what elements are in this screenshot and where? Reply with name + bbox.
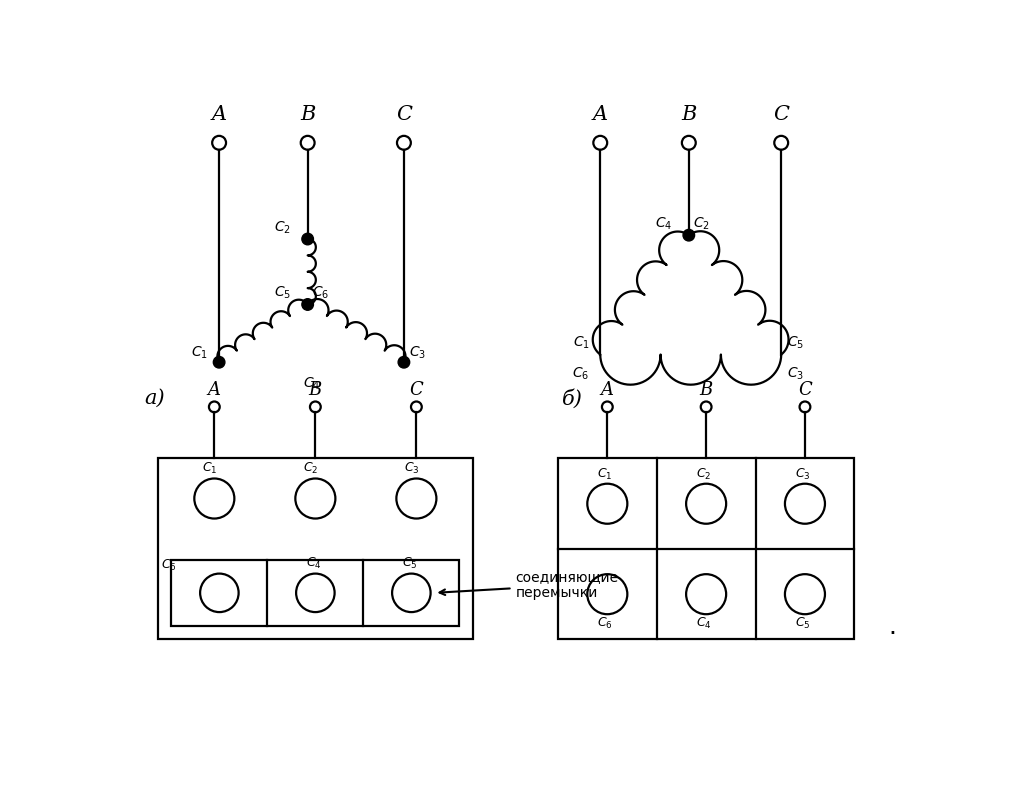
Text: $C_3$: $C_3$: [795, 467, 811, 482]
Text: $C_1$: $C_1$: [203, 461, 218, 476]
Text: C: C: [798, 381, 812, 399]
Text: $C_4$: $C_4$: [654, 215, 672, 232]
Text: B: B: [699, 381, 713, 399]
Text: $C_3$: $C_3$: [410, 345, 426, 360]
Text: C: C: [410, 381, 423, 399]
Text: $C_5$: $C_5$: [795, 615, 811, 631]
Text: .: .: [889, 615, 897, 639]
Text: соединяющие
перемычки: соединяющие перемычки: [439, 570, 618, 600]
Text: B: B: [681, 105, 696, 124]
Text: A: A: [601, 381, 613, 399]
Text: а): а): [144, 389, 165, 408]
Text: C: C: [396, 105, 412, 124]
Text: A: A: [593, 105, 608, 124]
Text: б): б): [562, 389, 583, 409]
Text: C: C: [773, 105, 790, 124]
Text: $C_4$: $C_4$: [696, 615, 712, 631]
Text: $C_6$: $C_6$: [597, 615, 613, 631]
Text: B: B: [308, 381, 322, 399]
Text: B: B: [300, 105, 315, 124]
Circle shape: [398, 356, 410, 368]
Bar: [158, 459, 473, 639]
Text: $C_6$: $C_6$: [572, 366, 590, 383]
Text: $C_6$: $C_6$: [162, 558, 177, 573]
Circle shape: [683, 230, 694, 241]
Bar: [171, 560, 460, 626]
Text: A: A: [208, 381, 221, 399]
Circle shape: [302, 299, 313, 310]
Text: $C_1$: $C_1$: [191, 345, 208, 360]
Text: $C_4$: $C_4$: [303, 376, 321, 393]
Text: $C_3$: $C_3$: [404, 461, 420, 476]
Text: $C_6$: $C_6$: [312, 285, 330, 302]
Circle shape: [213, 356, 225, 368]
Text: $C_5$: $C_5$: [786, 335, 804, 352]
Text: $C_5$: $C_5$: [401, 556, 418, 571]
Text: $C_3$: $C_3$: [786, 366, 804, 383]
Text: $C_4$: $C_4$: [306, 556, 322, 571]
Text: $C_5$: $C_5$: [273, 285, 291, 302]
Text: A: A: [212, 105, 226, 124]
Text: $C_2$: $C_2$: [303, 461, 318, 476]
Text: $C_2$: $C_2$: [693, 215, 711, 232]
Circle shape: [302, 234, 313, 245]
Text: $C_2$: $C_2$: [273, 219, 291, 236]
Text: $C_1$: $C_1$: [597, 467, 612, 482]
Text: $C_1$: $C_1$: [572, 335, 590, 352]
Text: $C_2$: $C_2$: [696, 467, 712, 482]
Bar: [558, 459, 854, 639]
